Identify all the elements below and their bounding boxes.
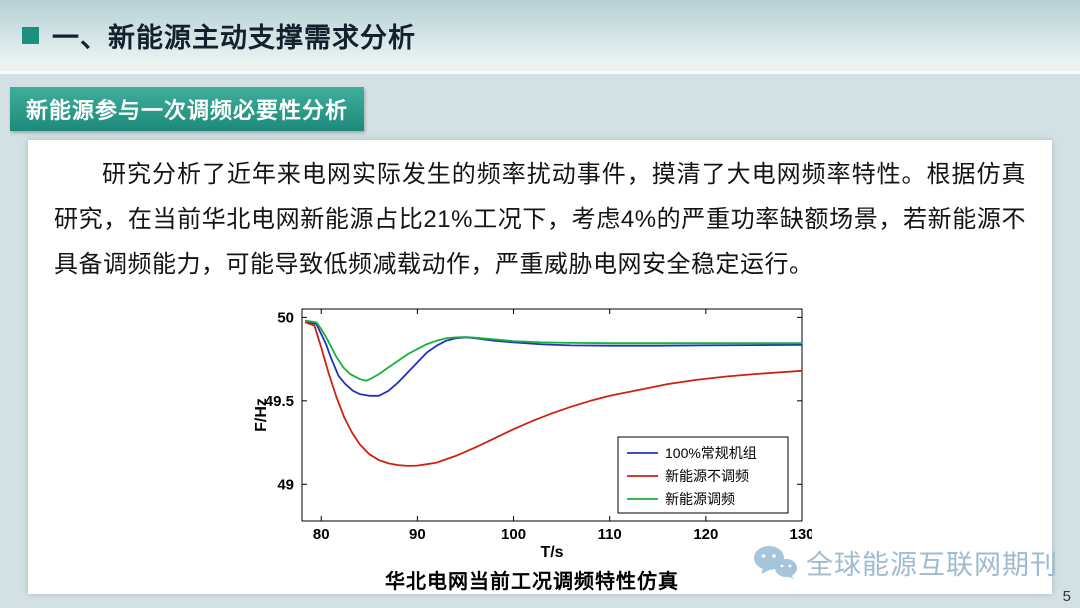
wechat-icon [754,545,797,579]
svg-text:90: 90 [409,526,426,543]
body-paragraph: 研究分析了近年来电网实际发生的频率扰动事件，摸清了大电网频率特性。根据仿真研究，… [54,161,1026,279]
title-bullet-icon [22,27,39,44]
frequency-chart: 80 90 100 110 120 130 49 49.5 50 T/s F/Hz 100%常规机组新… [253,308,812,561]
svg-text:49: 49 [277,477,294,494]
svg-text:新能源不调频: 新能源不调频 [665,468,749,484]
page-title: 一、新能源主动支撑需求分析 [52,23,416,53]
svg-text:T/s: T/s [540,544,563,561]
svg-text:F/Hz: F/Hz [253,398,270,432]
svg-text:130: 130 [789,526,812,543]
watermark: 全球能源互联网期刊 [752,543,1058,582]
chart-caption: 华北电网当前工况调频特性仿真 [385,571,679,594]
title-bar: 一、新能源主动支撑需求分析 [0,0,1080,74]
svg-text:80: 80 [313,526,330,543]
svg-text:新能源调频: 新能源调频 [665,491,735,507]
svg-text:120: 120 [693,526,718,543]
page-number: 5 [1062,588,1071,605]
svg-text:100: 100 [501,526,526,543]
svg-text:50: 50 [277,310,294,327]
svg-text:49.5: 49.5 [265,393,294,410]
svg-text:110: 110 [598,526,622,543]
watermark-text: 全球能源互联网期刊 [806,550,1058,580]
content-card: 研究分析了近年来电网实际发生的频率扰动事件，摸清了大电网频率特性。根据仿真研究，… [28,140,1052,594]
section-badge: 新能源参与一次调频必要性分析 [10,87,365,131]
svg-text:100%常规机组: 100%常规机组 [665,445,757,461]
chart-block: 80 90 100 110 120 130 49 49.5 50 T/s F/Hz 100%常规机组新… [252,301,812,594]
